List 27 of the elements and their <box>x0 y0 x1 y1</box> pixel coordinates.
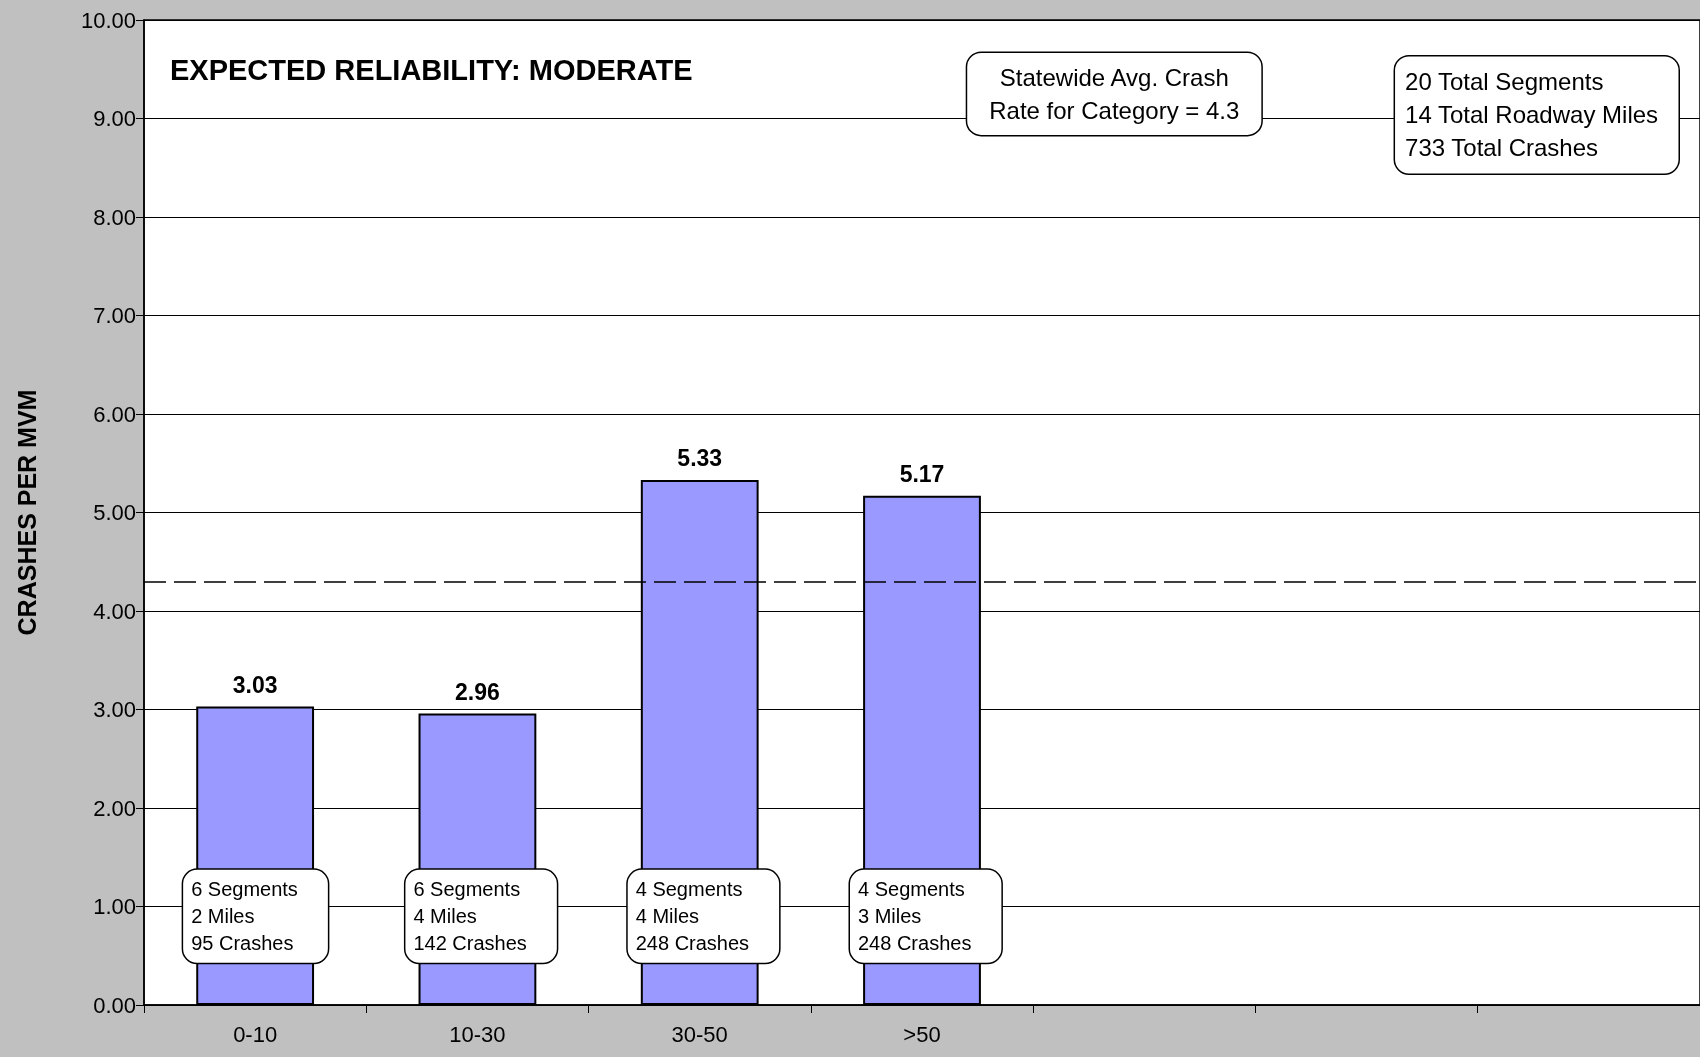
y-tick-label: 6.00 <box>93 401 136 427</box>
ref-line-label: Statewide Avg. Crash Rate for Category = 4.3 <box>989 63 1240 124</box>
y-tick-label: 0.00 <box>93 992 136 1018</box>
data-label: 2.96 <box>455 678 500 705</box>
data-label: 3.03 <box>232 672 278 699</box>
annotation: 4 Segments 4 Miles 248 Crashes <box>635 878 750 955</box>
y-tick-label: 1.00 <box>93 894 136 919</box>
y-tick-label: 4.00 <box>93 598 136 624</box>
data-label: 5.33 <box>677 445 723 472</box>
x-tick-label: 0-10 <box>233 1021 278 1047</box>
annotation: 20 Total Segments 14 Total Roadway Miles 733 Total Crashes <box>1405 67 1659 161</box>
x-tick-label: >50 <box>903 1021 941 1047</box>
y-tick-label: 3.00 <box>93 697 136 722</box>
annotation: 6 Segments 4 Miles 142 Crashes <box>413 878 527 955</box>
x-tick-label: 30-50 <box>671 1021 728 1047</box>
y-tick-label: 10.00 <box>80 7 136 33</box>
y-tick-label: 9.00 <box>93 106 136 131</box>
y-axis-title: CRASHES PER MVM <box>12 389 41 636</box>
text: EXPECTED RELIABILITY: MODERATE <box>170 53 693 86</box>
y-tick-label: 5.00 <box>93 500 136 525</box>
annotation: 6 Segments 2 Miles 95 Crashes <box>191 878 298 955</box>
y-tick-label: 2.00 <box>93 795 136 821</box>
data-label: 5.17 <box>899 461 945 488</box>
y-tick-label: 8.00 <box>93 204 136 230</box>
annotation: 4 Segments 3 Miles 248 Crashes <box>858 878 972 955</box>
y-tick-label: 7.00 <box>93 303 136 328</box>
x-tick-label: 10-30 <box>449 1021 506 1047</box>
